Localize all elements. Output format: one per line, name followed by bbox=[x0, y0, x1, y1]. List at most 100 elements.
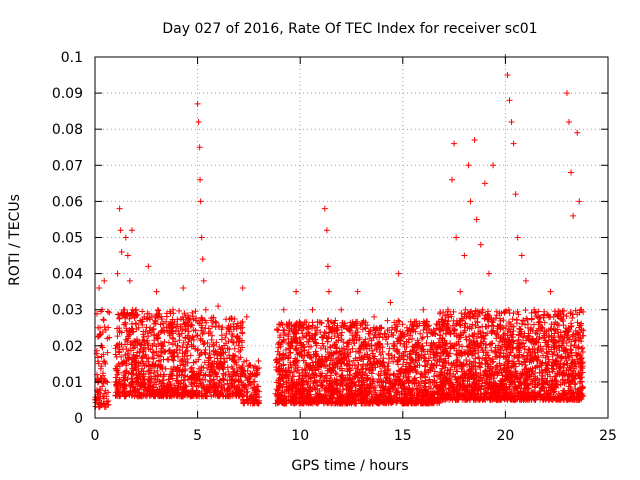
data-point bbox=[191, 380, 198, 387]
data-point bbox=[221, 342, 228, 349]
data-point bbox=[134, 337, 141, 344]
data-point bbox=[126, 331, 133, 338]
data-point bbox=[218, 352, 225, 359]
data-point bbox=[243, 357, 250, 364]
data-point bbox=[237, 325, 244, 332]
data-point bbox=[421, 351, 428, 358]
data-point bbox=[160, 343, 167, 350]
data-point bbox=[384, 317, 391, 324]
data-point bbox=[360, 339, 367, 346]
data-point bbox=[515, 311, 522, 318]
data-point bbox=[218, 384, 225, 391]
data-point bbox=[205, 385, 212, 392]
data-point bbox=[137, 345, 144, 352]
data-point bbox=[121, 314, 128, 321]
data-point bbox=[173, 367, 180, 374]
data-point bbox=[204, 365, 211, 372]
data-point bbox=[125, 347, 132, 354]
data-point bbox=[100, 358, 107, 365]
data-point bbox=[179, 343, 186, 350]
data-point bbox=[104, 308, 111, 315]
data-point bbox=[255, 358, 262, 365]
data-point bbox=[239, 318, 246, 325]
data-point bbox=[148, 389, 155, 396]
data-point bbox=[245, 375, 252, 382]
data-point bbox=[115, 311, 122, 318]
data-point bbox=[123, 368, 130, 375]
data-point bbox=[250, 378, 257, 385]
data-point bbox=[240, 400, 247, 407]
data-point bbox=[225, 338, 232, 345]
data-point bbox=[94, 379, 101, 386]
data-point bbox=[466, 333, 473, 340]
data-point bbox=[116, 315, 123, 322]
data-point bbox=[196, 352, 203, 359]
data-point bbox=[134, 379, 141, 386]
data-point bbox=[229, 389, 236, 396]
data-point bbox=[150, 373, 157, 380]
data-point bbox=[225, 386, 232, 393]
data-point bbox=[214, 373, 221, 380]
data-point bbox=[155, 352, 162, 359]
data-point bbox=[137, 371, 144, 378]
data-point bbox=[121, 374, 128, 381]
data-point bbox=[152, 314, 159, 321]
data-point bbox=[175, 390, 182, 397]
data-point bbox=[121, 385, 128, 392]
data-point bbox=[155, 334, 162, 341]
data-point bbox=[420, 326, 427, 333]
data-point bbox=[220, 349, 227, 356]
data-point bbox=[100, 317, 107, 324]
data-point bbox=[147, 324, 154, 331]
data-point bbox=[188, 321, 195, 328]
data-point bbox=[194, 377, 201, 384]
data-point bbox=[217, 351, 224, 358]
data-point bbox=[217, 346, 224, 353]
data-point bbox=[226, 346, 233, 353]
data-point bbox=[419, 334, 426, 341]
data-point bbox=[176, 368, 183, 375]
data-point bbox=[116, 349, 123, 356]
data-point bbox=[185, 315, 192, 322]
data-point bbox=[155, 372, 162, 379]
data-point bbox=[180, 339, 187, 346]
data-point bbox=[185, 322, 192, 329]
data-point bbox=[182, 327, 189, 334]
data-point bbox=[240, 358, 247, 365]
data-point bbox=[233, 384, 240, 391]
data-point bbox=[241, 391, 248, 398]
data-point bbox=[144, 387, 151, 394]
data-point bbox=[132, 313, 139, 320]
data-point bbox=[143, 337, 150, 344]
data-point bbox=[321, 386, 328, 393]
data-point bbox=[244, 397, 251, 404]
data-point bbox=[101, 323, 108, 330]
data-point bbox=[166, 347, 173, 354]
data-point bbox=[204, 339, 211, 346]
data-point bbox=[154, 306, 161, 313]
data-point bbox=[219, 324, 226, 331]
data-point bbox=[194, 346, 201, 353]
data-point bbox=[98, 353, 105, 360]
data-point bbox=[181, 376, 188, 383]
data-point bbox=[213, 360, 220, 367]
data-point bbox=[153, 388, 160, 395]
data-point bbox=[143, 324, 150, 331]
data-point bbox=[212, 370, 219, 377]
data-point bbox=[121, 389, 128, 396]
data-point bbox=[274, 326, 281, 333]
data-point bbox=[128, 339, 135, 346]
data-point bbox=[168, 372, 175, 379]
data-point bbox=[228, 315, 235, 322]
data-point bbox=[389, 331, 396, 338]
data-point bbox=[247, 400, 254, 407]
data-point bbox=[118, 353, 125, 360]
data-point bbox=[126, 312, 133, 319]
data-point bbox=[149, 354, 156, 361]
data-point bbox=[208, 315, 215, 322]
data-point bbox=[157, 348, 164, 355]
data-point bbox=[235, 348, 242, 355]
data-point bbox=[226, 352, 233, 359]
data-point bbox=[200, 372, 207, 379]
data-point bbox=[121, 321, 128, 328]
